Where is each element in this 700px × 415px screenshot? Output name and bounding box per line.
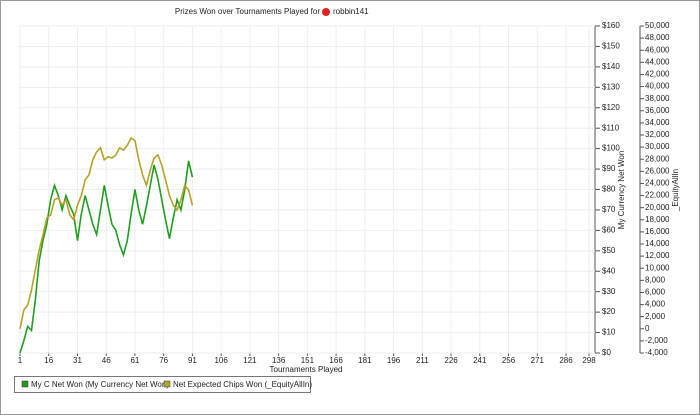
y2-tick-label: 36,000 xyxy=(645,106,670,115)
x-tick-label: 136 xyxy=(272,356,286,365)
y-tick-label: $70 xyxy=(602,205,616,214)
y2-tick-label: 0 xyxy=(645,324,650,333)
y-tick-label: $60 xyxy=(602,225,616,234)
y2-tick-label: 6,000 xyxy=(645,288,666,297)
y2-tick-label: 14,000 xyxy=(645,239,670,248)
legend-label: Net Expected Chips Won (_EquityAllIn) xyxy=(173,380,312,389)
x-tick-label: 211 xyxy=(416,356,429,365)
y2-axis-title: _EquityAllIn xyxy=(671,169,680,212)
x-tick-label: 241 xyxy=(473,356,487,365)
y2-tick-label: 40,000 xyxy=(645,82,670,91)
y2-tick-label: 50,000 xyxy=(645,21,670,30)
x-axis-title: Tournaments Played xyxy=(270,365,343,374)
y-tick-label: $130 xyxy=(602,82,620,91)
y2-tick-label: 38,000 xyxy=(645,94,670,103)
y-tick-label: $90 xyxy=(602,164,616,173)
y2-tick-label: -4,000 xyxy=(645,348,668,357)
x-tick-label: 256 xyxy=(502,356,516,365)
legend-box xyxy=(14,376,311,393)
x-tick-label: 271 xyxy=(531,356,545,365)
x-tick-label: 226 xyxy=(444,356,458,365)
x-tick-label: 298 xyxy=(582,356,596,365)
y2-tick-label: 8,000 xyxy=(645,275,666,284)
legend-swatch xyxy=(21,380,29,388)
x-tick-label: 106 xyxy=(214,356,228,365)
x-tick-label: 61 xyxy=(130,356,139,365)
x-tick-label: 31 xyxy=(73,356,82,365)
y-tick-label: $140 xyxy=(602,62,620,71)
x-tick-label: 286 xyxy=(559,356,573,365)
y2-tick-label: -2,000 xyxy=(645,336,668,345)
y-tick-label: $120 xyxy=(602,103,620,112)
y-tick-label: $110 xyxy=(602,123,620,132)
y-tick-label: $80 xyxy=(602,185,616,194)
y2-tick-label: 30,000 xyxy=(645,142,670,151)
x-tick-label: 196 xyxy=(387,356,401,365)
y-tick-label: $100 xyxy=(602,144,620,153)
legend-swatch xyxy=(163,380,171,388)
y2-tick-label: 22,000 xyxy=(645,191,670,200)
y2-tick-label: 4,000 xyxy=(645,300,666,309)
y2-tick-label: 32,000 xyxy=(645,130,670,139)
y2-tick-label: 16,000 xyxy=(645,227,670,236)
x-tick-label: 151 xyxy=(301,356,315,365)
y-tick-label: $40 xyxy=(602,266,616,275)
y2-tick-label: 34,000 xyxy=(645,118,670,127)
y2-tick-label: 24,000 xyxy=(645,179,670,188)
chart-title: Prizes Won over Tournaments Played for xyxy=(175,7,320,16)
x-tick-label: 181 xyxy=(358,356,372,365)
y-tick-label: $150 xyxy=(602,42,620,51)
y2-tick-label: 42,000 xyxy=(645,70,670,79)
y2-tick-label: 26,000 xyxy=(645,166,670,175)
x-tick-label: 91 xyxy=(188,356,197,365)
x-tick-label: 121 xyxy=(243,356,257,365)
y2-tick-label: 28,000 xyxy=(645,154,670,163)
y-tick-label: $50 xyxy=(602,246,616,255)
y2-tick-label: 46,000 xyxy=(645,45,670,54)
series-line xyxy=(19,160,194,354)
x-tick-label: 166 xyxy=(329,356,343,365)
y2-tick-label: 48,000 xyxy=(645,33,670,42)
y2-tick-label: 12,000 xyxy=(645,251,670,260)
y-tick-label: $20 xyxy=(602,307,616,316)
x-tick-label: 46 xyxy=(102,356,111,365)
y2-tick-label: 20,000 xyxy=(645,203,670,212)
legend-label: My C Net Won (My Currency Net Won) xyxy=(31,380,169,389)
y-tick-label: $10 xyxy=(602,328,616,337)
y2-tick-label: 44,000 xyxy=(645,57,670,66)
y-tick-label: $0 xyxy=(602,348,611,357)
y2-tick-label: 18,000 xyxy=(645,215,670,224)
y2-tick-label: 2,000 xyxy=(645,312,666,321)
y-tick-label: $30 xyxy=(602,287,616,296)
series-line xyxy=(19,136,194,329)
chart-title-user: robbin141 xyxy=(333,7,369,16)
y-tick-label: $160 xyxy=(602,21,620,30)
x-tick-label: 76 xyxy=(159,356,168,365)
user-icon xyxy=(322,8,330,16)
x-tick-label: 1 xyxy=(18,356,23,365)
y2-tick-label: 10,000 xyxy=(645,263,670,272)
y-axis-title: My Currency Net Won xyxy=(617,151,626,230)
x-tick-label: 16 xyxy=(44,356,53,365)
